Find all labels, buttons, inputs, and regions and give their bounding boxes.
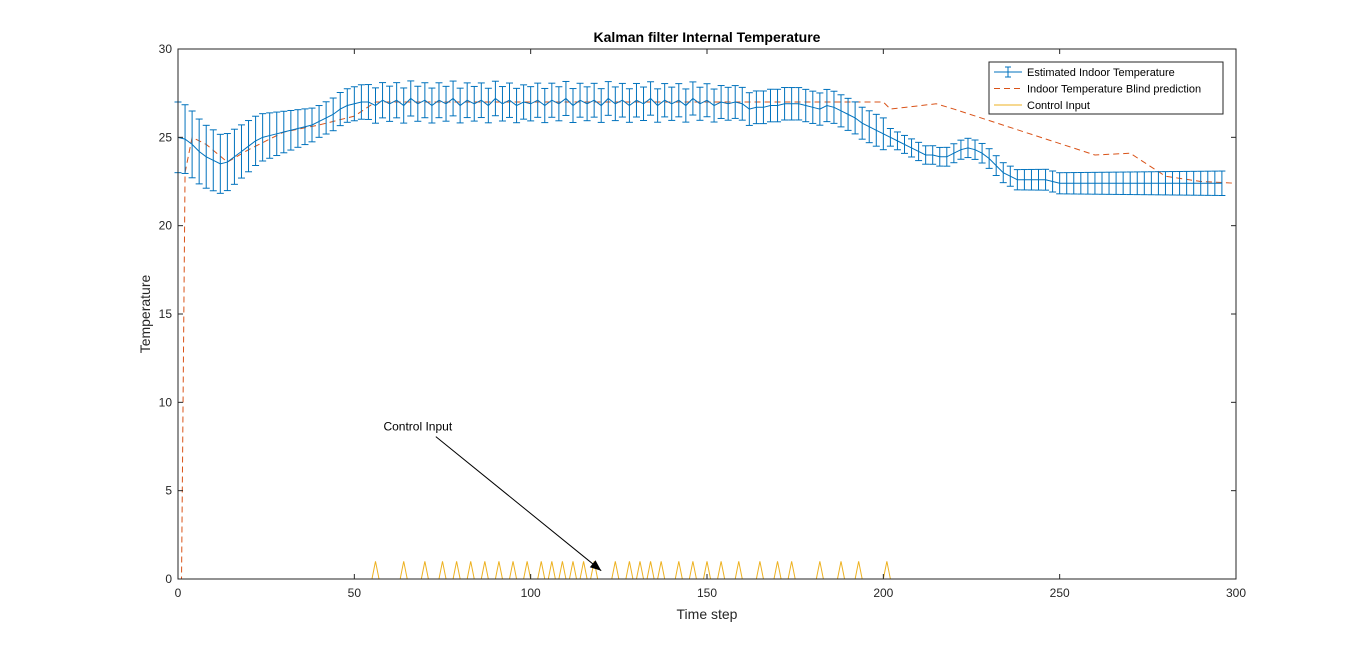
annotation-text: Control Input bbox=[383, 420, 452, 434]
annotation-arrow-head bbox=[589, 560, 602, 571]
y-tick-label: 15 bbox=[159, 307, 173, 321]
x-tick-label: 50 bbox=[348, 586, 362, 600]
x-axis-label: Time step bbox=[677, 606, 738, 622]
y-tick-label: 25 bbox=[159, 130, 173, 144]
blind-prediction-line bbox=[178, 101, 1237, 580]
y-tick-label: 5 bbox=[165, 484, 172, 498]
x-tick-label: 300 bbox=[1226, 586, 1246, 600]
y-tick-label: 30 bbox=[159, 42, 173, 56]
annotation-arrow-line bbox=[435, 436, 602, 572]
chart-title: Kalman filter Internal Temperature bbox=[594, 29, 821, 45]
estimated-temperature-line bbox=[177, 97, 1222, 184]
control-input-line bbox=[178, 561, 1236, 580]
legend-box bbox=[988, 61, 1224, 115]
legend-entry-label: Estimated Indoor Temperature bbox=[1027, 67, 1175, 79]
x-tick-label: 100 bbox=[521, 586, 541, 600]
x-tick-label: 0 bbox=[175, 586, 182, 600]
legend-entry-label: Control Input bbox=[1027, 100, 1090, 112]
x-tick-label: 250 bbox=[1050, 586, 1070, 600]
y-tick-label: 0 bbox=[165, 572, 172, 586]
y-tick-label: 10 bbox=[159, 395, 173, 409]
plot-area bbox=[178, 49, 1236, 579]
x-tick-label: 150 bbox=[697, 586, 717, 600]
y-axis-label: Temperature bbox=[137, 274, 153, 353]
legend-entry-label: Indoor Temperature Blind prediction bbox=[1027, 84, 1201, 96]
x-tick-label: 200 bbox=[873, 586, 893, 600]
y-tick-label: 20 bbox=[159, 219, 173, 233]
